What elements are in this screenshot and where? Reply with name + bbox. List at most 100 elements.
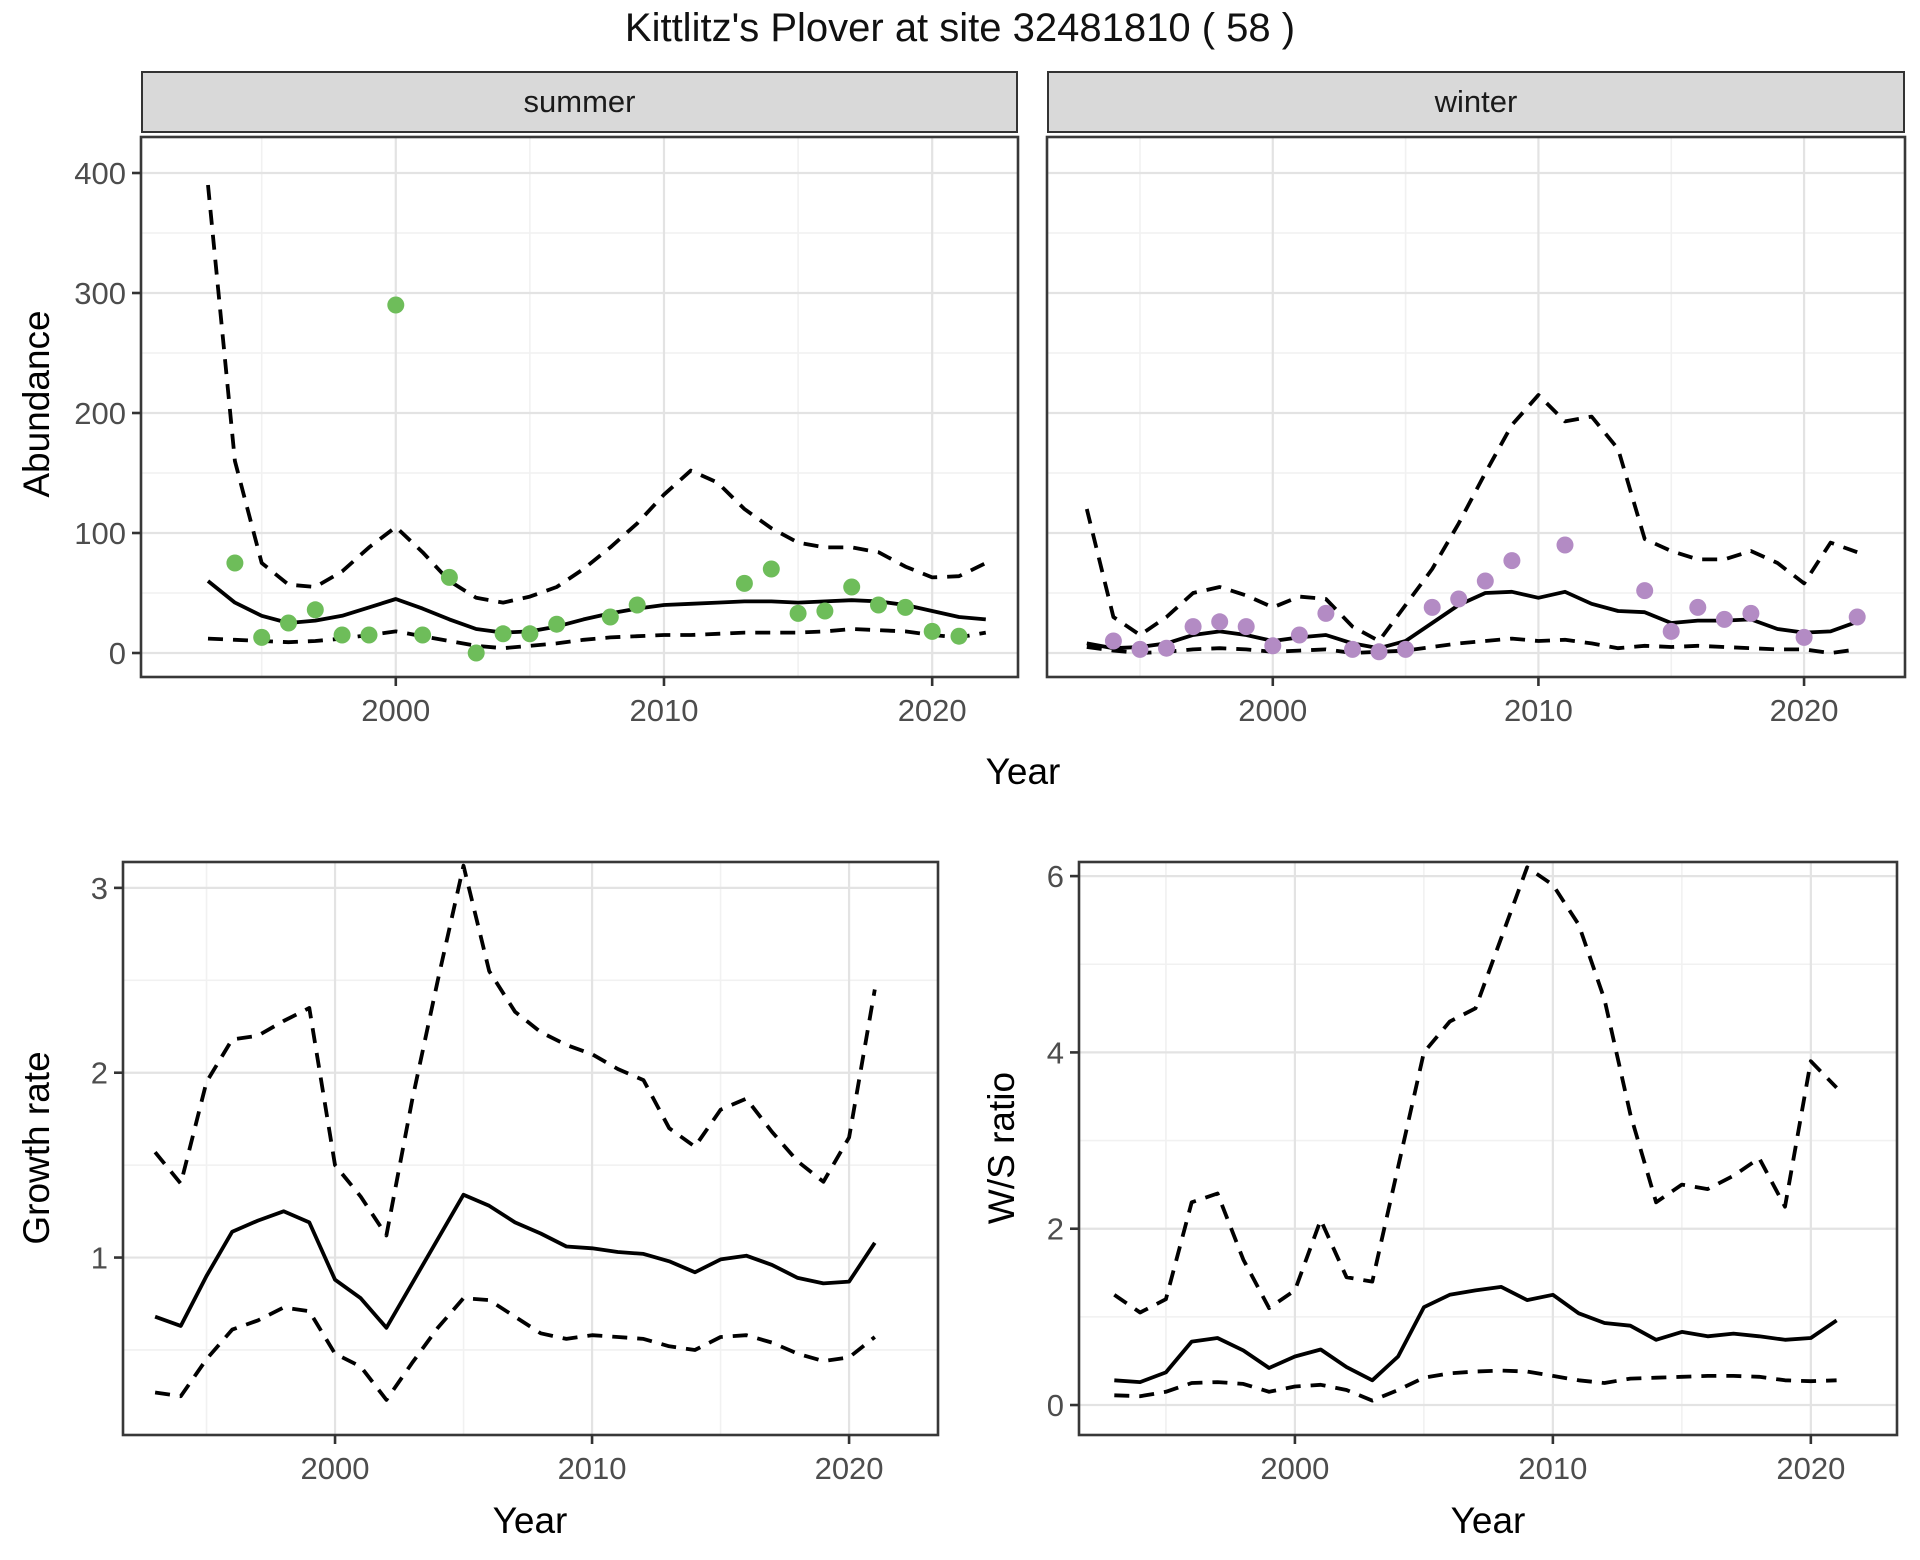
abundance-winter-upper-ci-line xyxy=(1084,393,1858,643)
x-tick-label: 2020 xyxy=(1770,693,1839,728)
data-point xyxy=(1689,598,1707,616)
abundance-summer-upper-ci-line xyxy=(206,184,987,605)
data-point xyxy=(1636,582,1654,600)
growth-rate-mean-line xyxy=(154,1192,877,1330)
data-point xyxy=(548,615,566,633)
data-point xyxy=(253,628,271,646)
abundance-winter-grid xyxy=(1047,137,1905,677)
data-point xyxy=(628,596,646,614)
data-point xyxy=(280,614,297,632)
data-point xyxy=(816,602,834,620)
x-tick-label: 2010 xyxy=(1504,693,1573,728)
y-tick-label: 4 xyxy=(1047,1035,1064,1070)
data-point xyxy=(1184,618,1202,636)
data-point xyxy=(923,622,941,640)
x-tick-label: 2000 xyxy=(1238,693,1307,728)
abundance-winter-axes: 2000 2010 2020 xyxy=(1238,677,1839,728)
data-point xyxy=(521,625,539,643)
growth-rate-lower-ci-line xyxy=(154,1296,876,1402)
ws-ratio-upper-ci-line xyxy=(1113,865,1838,1315)
y-tick-label: 400 xyxy=(74,156,126,191)
x-tick-label: 2020 xyxy=(898,693,967,728)
abundance-winter-lower-ci-line xyxy=(1086,636,1858,655)
data-point xyxy=(440,568,458,586)
data-point xyxy=(1237,618,1255,636)
data-point xyxy=(467,644,485,662)
data-point xyxy=(1158,639,1175,657)
y-tick-label: 0 xyxy=(109,636,126,671)
y-tick-label: 6 xyxy=(1047,859,1064,894)
x-axis-title-year-bottom-right: Year xyxy=(1450,1500,1526,1541)
winter-observations xyxy=(1104,536,1866,661)
data-point xyxy=(789,604,807,622)
data-point xyxy=(896,598,914,616)
data-point xyxy=(1742,604,1760,622)
ws-ratio-panel: 2000 2010 2020 0 2 4 6 xyxy=(1047,859,1899,1486)
x-tick-label: 2000 xyxy=(361,693,430,728)
abundance-winter-panel: 2000 2010 2020 xyxy=(1045,135,1907,728)
data-point xyxy=(1264,637,1282,655)
data-point xyxy=(1370,643,1388,661)
growth-rate-panel: 2000 2010 2020 1 2 3 xyxy=(91,860,940,1486)
y-tick-label: 300 xyxy=(74,276,126,311)
data-point xyxy=(494,625,512,643)
data-point xyxy=(1104,632,1122,650)
summer-observations xyxy=(226,296,968,662)
data-point xyxy=(387,296,405,314)
ws-ratio-axes: 2000 2010 2020 0 2 4 6 xyxy=(1047,859,1846,1486)
y-tick-label: 3 xyxy=(91,871,108,906)
data-point xyxy=(306,601,324,619)
data-point xyxy=(1848,608,1866,626)
data-point xyxy=(735,574,753,592)
data-point xyxy=(1556,536,1574,554)
x-axis-title-year-top: Year xyxy=(985,751,1061,792)
ws-ratio-lower-ci-line xyxy=(1114,1368,1837,1403)
x-tick-label: 2010 xyxy=(629,693,698,728)
y-tick-label: 1 xyxy=(91,1241,108,1276)
x-tick-label: 2010 xyxy=(558,1451,627,1486)
y-tick-label: 2 xyxy=(91,1056,108,1091)
facet-strip-summer: summer xyxy=(141,71,1018,133)
y-tick-label: 200 xyxy=(74,396,126,431)
data-point xyxy=(1662,622,1680,640)
abundance-summer-mean-line xyxy=(206,579,986,635)
x-tick-label: 2010 xyxy=(1518,1451,1587,1486)
x-axis-title-year-bottom-left: Year xyxy=(492,1500,568,1541)
growth-rate-axes: 2000 2010 2020 1 2 3 xyxy=(91,871,884,1486)
facet-strip-summer-label: summer xyxy=(523,84,636,119)
facet-strip-winter-label: winter xyxy=(1434,84,1518,119)
data-point xyxy=(1317,604,1335,622)
y-tick-label: 0 xyxy=(1047,1388,1064,1423)
data-point xyxy=(1795,628,1813,646)
x-tick-label: 2000 xyxy=(1260,1451,1329,1486)
growth-rate-grid xyxy=(123,862,938,1435)
data-point xyxy=(360,626,378,644)
data-point xyxy=(1450,590,1468,608)
abundance-summer-grid xyxy=(141,137,1018,677)
abundance-summer-panel: 2000 2010 2020 0 100 200 300 400 xyxy=(74,135,1020,728)
data-point xyxy=(414,626,432,644)
data-point xyxy=(843,578,861,596)
data-point xyxy=(950,627,968,645)
y-tick-label: 2 xyxy=(1047,1212,1064,1247)
growth-rate-upper-ci-line xyxy=(153,863,877,1238)
facet-strip-winter: winter xyxy=(1047,71,1905,133)
data-point xyxy=(1211,613,1229,631)
x-tick-label: 2000 xyxy=(301,1451,370,1486)
data-point xyxy=(1131,640,1149,658)
ws-ratio-grid xyxy=(1079,862,1897,1435)
data-point xyxy=(1344,640,1361,658)
data-point xyxy=(226,554,244,572)
data-point xyxy=(762,560,780,578)
abundance-summer-axes: 2000 2010 2020 0 100 200 300 400 xyxy=(74,156,966,728)
ws-ratio-mean-line xyxy=(1114,1285,1838,1384)
x-tick-label: 2020 xyxy=(815,1451,884,1486)
data-point xyxy=(1423,598,1441,616)
data-point xyxy=(1290,626,1308,644)
data-point xyxy=(870,596,887,614)
data-point xyxy=(333,626,351,644)
data-point xyxy=(1503,552,1521,570)
y-tick-label: 100 xyxy=(74,516,126,551)
data-point xyxy=(1715,610,1733,628)
